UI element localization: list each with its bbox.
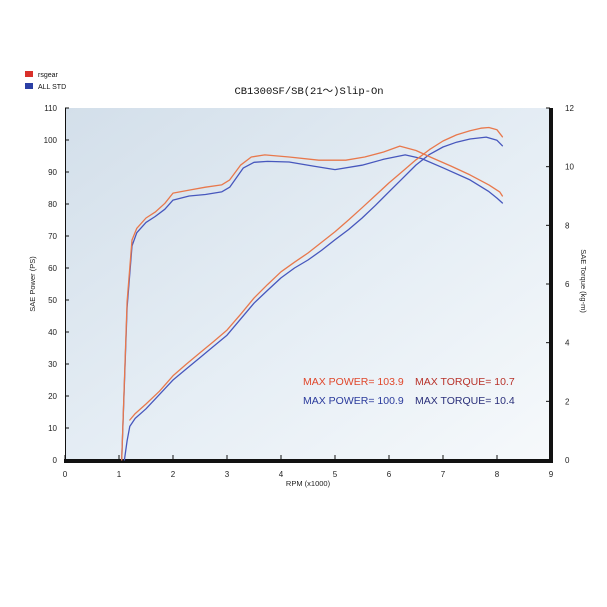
annotation-rsgear-max-torque: MAX TORQUE= 10.7 bbox=[415, 376, 515, 388]
annotation-std-max-power: MAX POWER= 100.9 bbox=[303, 395, 404, 407]
annotation-std-max-torque: MAX TORQUE= 10.4 bbox=[415, 395, 515, 407]
all-std-torque-curve bbox=[121, 154, 504, 461]
legend-label-all-std: ALL STD bbox=[38, 84, 66, 91]
x-tick-label: 3 bbox=[225, 470, 230, 479]
y2-tick-label: 8 bbox=[565, 221, 570, 230]
y2-tick-label: 6 bbox=[565, 280, 570, 289]
annotation-rsgear-max-power: MAX POWER= 103.9 bbox=[303, 376, 404, 388]
y2-tick-label: 2 bbox=[565, 397, 570, 406]
x-tick-label: 2 bbox=[171, 470, 176, 479]
x-axis-label: RPM (x1000) bbox=[286, 479, 331, 488]
legend-swatch-rsgear bbox=[25, 71, 33, 77]
y-tick-label: 100 bbox=[44, 136, 58, 145]
x-tick-label: 7 bbox=[441, 470, 446, 479]
x-tick-label: 1 bbox=[117, 470, 122, 479]
y-tick-label: 20 bbox=[48, 392, 57, 401]
y-tick-label: 110 bbox=[44, 104, 57, 113]
legend-label-rsgear: rsgear bbox=[38, 72, 59, 79]
plot-area bbox=[65, 108, 551, 460]
y-tick-label: 10 bbox=[48, 424, 57, 433]
x-tick-label: 4 bbox=[279, 470, 284, 479]
series-lines bbox=[121, 126, 504, 461]
axis-ticks: 0 1 2 3 4 5 6 7 8 9010203040506070809010011002468… bbox=[44, 104, 575, 479]
x-axis-line bbox=[64, 459, 553, 463]
y2-axis-line bbox=[549, 108, 553, 463]
rsgear-power-curve bbox=[129, 126, 504, 421]
rsgear-torque-curve bbox=[121, 145, 504, 461]
y2-tick-label: 0 bbox=[565, 456, 570, 465]
y-tick-label: 70 bbox=[48, 232, 57, 241]
y2-tick-label: 4 bbox=[565, 339, 570, 348]
all-std-power-curve bbox=[123, 136, 504, 461]
y2-axis-label: SAE Torque (kg-m) bbox=[579, 249, 588, 313]
x-tick-label: 0 bbox=[63, 470, 68, 479]
y-tick-label: 50 bbox=[48, 296, 57, 305]
y-tick-label: 40 bbox=[48, 328, 57, 337]
x-tick-label: 8 bbox=[495, 470, 500, 479]
y-tick-label: 30 bbox=[48, 360, 57, 369]
x-tick-label: 6 bbox=[387, 470, 392, 479]
annotations: MAX POWER= 103.9 MAX TORQUE= 10.7 MAX PO… bbox=[303, 376, 515, 407]
y2-tick-label: 10 bbox=[565, 163, 574, 172]
legend-swatch-all-std bbox=[25, 83, 33, 89]
chart-title: CB1300SF/SB(21～)Slip-On bbox=[234, 86, 383, 98]
y-tick-label: 60 bbox=[48, 264, 57, 273]
y2-tick-label: 12 bbox=[565, 104, 574, 113]
y-tick-label: 90 bbox=[48, 168, 57, 177]
x-tick-label: 5 bbox=[333, 470, 338, 479]
y-axis-label: SAE Power (PS) bbox=[28, 256, 37, 312]
legend: rsgear ALL STD bbox=[25, 71, 66, 91]
x-tick-label: 9 bbox=[549, 470, 554, 479]
y-tick-label: 80 bbox=[48, 200, 57, 209]
y-tick-label: 0 bbox=[53, 456, 58, 465]
